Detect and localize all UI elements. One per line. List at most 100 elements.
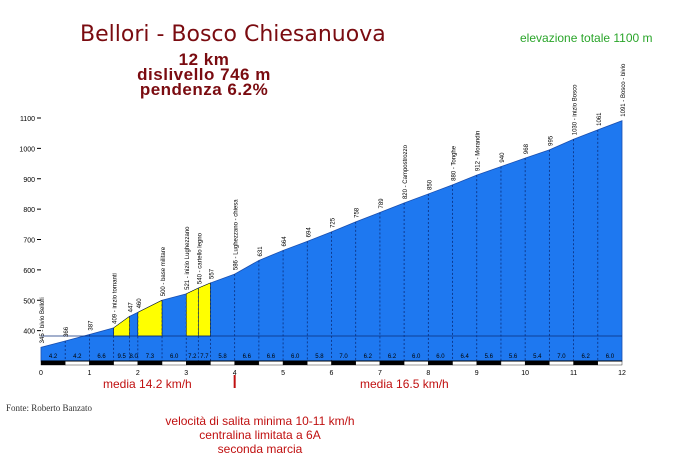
gradient-label: 4.2 xyxy=(73,354,82,360)
gradient-label: 7.0 xyxy=(339,354,348,360)
x-tick-label: 8 xyxy=(426,370,430,377)
x-tick-label: 10 xyxy=(521,370,529,377)
km-bar-segment xyxy=(403,360,429,366)
x-tick-label: 11 xyxy=(570,370,577,377)
gradient-label: 6.6 xyxy=(97,354,106,360)
steep-section xyxy=(186,287,199,337)
y-tick-label: 500 xyxy=(23,298,35,305)
gradient-label: 6.2 xyxy=(364,354,373,360)
y-tick-label: 400 xyxy=(23,329,35,336)
elevation-label: 387 xyxy=(88,320,94,331)
x-tick-label: 0 xyxy=(39,370,43,377)
km-bar-segment xyxy=(355,360,381,366)
gradient-label: 6.0 xyxy=(170,354,179,360)
x-tick-label: 1 xyxy=(87,370,91,377)
x-tick-label: 6 xyxy=(330,370,334,377)
elevation-label: 345 - bivio Bellori xyxy=(40,297,46,343)
gradient-label: 6.6 xyxy=(243,354,252,360)
gradient-label: 6.0 xyxy=(606,354,615,360)
gradient-label: 6.0 xyxy=(412,354,421,360)
km-bar-segment xyxy=(428,360,453,366)
elevation-label: 447 xyxy=(129,302,135,313)
elevation-label: 586 - Lughezzano - chiesa xyxy=(234,199,240,270)
speed-note: velocità di salita minima 10-11 km/h xyxy=(165,414,355,428)
gradient-label: 6.0 xyxy=(436,354,445,360)
km-bar-segment xyxy=(186,360,211,366)
elevation-label: 694 xyxy=(306,227,312,238)
x-tick-label: 2 xyxy=(136,370,140,377)
gradient-label: 5.6 xyxy=(509,354,518,360)
gradient-label: 5.4 xyxy=(533,354,542,360)
elevation-label: 1030 - inizio Bosco xyxy=(573,84,579,135)
elevation-label: 631 xyxy=(258,246,264,257)
y-tick-label: 600 xyxy=(23,268,35,275)
elevation-label: 540 - cartello legno xyxy=(197,232,203,284)
x-tick-label: 5 xyxy=(281,370,285,377)
x-tick-label: 3 xyxy=(184,370,188,377)
elevation-label: 940 xyxy=(500,152,506,163)
elevation-label: 521 - inizio Lughezzano xyxy=(185,226,191,290)
gradient-label: 7.2 xyxy=(188,354,197,360)
km-bar-segment xyxy=(379,360,405,366)
gradient-label: 7.3 xyxy=(146,354,155,360)
km-bar-segment xyxy=(234,360,260,366)
elevation-label: 995 xyxy=(548,135,554,146)
gradient-label: 7.7 xyxy=(200,354,209,360)
elevation-label: 557 xyxy=(209,268,215,279)
km-bar-segment xyxy=(89,360,114,366)
gear-note: seconda marcia xyxy=(217,442,303,456)
gradient-label: pendenza 6.2% xyxy=(139,80,269,99)
elevation-label: 820 - Campostrozzo xyxy=(403,144,409,199)
elevation-label: 1091 - Bosco - bivio xyxy=(621,63,627,117)
elevation-label: 880 - Tonghe xyxy=(452,145,458,181)
km-bar-segment xyxy=(65,360,90,366)
km-bar-segment xyxy=(40,360,66,366)
elevation-label: 366 xyxy=(64,326,70,337)
elevation-label: 409 - inizio tornanti xyxy=(113,273,119,324)
x-tick-label: 7 xyxy=(378,370,382,377)
elevation-label: 968 xyxy=(524,143,530,154)
km-bar-segment xyxy=(524,360,550,366)
km-bar-segment xyxy=(307,360,332,366)
avg-speed-first: media 14.2 km/h xyxy=(103,377,192,391)
climb-label: dislivello 746 m xyxy=(137,65,271,84)
gradient-label: 9.5 xyxy=(117,354,126,360)
km-bar-segment xyxy=(573,360,598,366)
gradient-label: 6.6 xyxy=(267,354,276,360)
avg-speed-second: media 16.5 km/h xyxy=(360,377,449,391)
km-bar-segment xyxy=(500,360,526,366)
elevation-label: 789 xyxy=(379,198,385,209)
elevation-label: 664 xyxy=(282,236,288,247)
elevation-label: 912 - Morandin xyxy=(476,131,482,171)
elevation-label: 500 - base militare xyxy=(161,246,167,296)
km-bar-segment xyxy=(331,360,356,366)
km-bar-segment xyxy=(137,360,163,366)
y-tick-label: 1000 xyxy=(19,146,35,153)
y-tick-label: 800 xyxy=(23,207,35,214)
y-tick-label: 700 xyxy=(23,238,35,245)
km-bar-segment xyxy=(549,360,574,366)
gradient-label: 6.2 xyxy=(582,354,591,360)
km-bar-segment xyxy=(258,360,284,366)
distance-label: 12 km xyxy=(178,50,230,69)
km-bar-segment xyxy=(597,360,623,366)
y-tick-label: 1100 xyxy=(20,116,35,123)
elevation-label: 460 xyxy=(137,298,143,309)
gradient-label: 4.2 xyxy=(49,354,58,360)
source-credit: Fonte: Roberto Banzato xyxy=(6,403,92,413)
x-tick-label: 4 xyxy=(233,370,237,377)
steep-section xyxy=(198,282,211,337)
km-bar-segment xyxy=(161,360,187,366)
gradient-label: 7.0 xyxy=(557,354,566,360)
km-bar-segment xyxy=(282,360,308,366)
km-bar-segment xyxy=(210,360,235,366)
controller-note: centralina limitata a 6A xyxy=(199,428,321,442)
gradient-label: 6.4 xyxy=(460,354,469,360)
elevation-label: 758 xyxy=(355,207,361,218)
elevation-label: 1061 xyxy=(597,112,603,126)
x-tick-label: 9 xyxy=(475,370,479,377)
gradient-label: 6.0 xyxy=(291,354,300,360)
gradient-label: 5.8 xyxy=(218,354,227,360)
y-tick-label: 900 xyxy=(23,177,35,184)
elevation-label: 725 xyxy=(331,217,337,228)
